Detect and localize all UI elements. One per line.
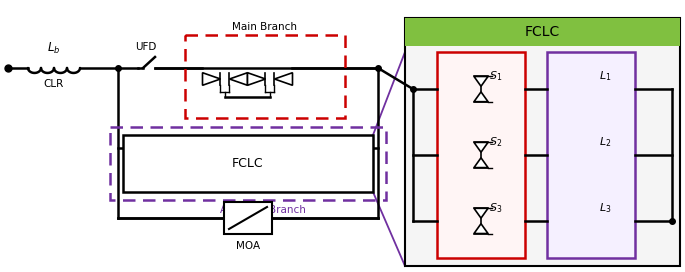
Polygon shape [229, 73, 247, 85]
Polygon shape [474, 158, 488, 168]
FancyBboxPatch shape [123, 135, 373, 192]
Text: Main Branch: Main Branch [232, 22, 297, 32]
FancyBboxPatch shape [224, 202, 272, 234]
Text: $L_1$: $L_1$ [599, 69, 612, 83]
Text: MOA: MOA [236, 241, 260, 251]
Text: $S_3$: $S_3$ [489, 201, 502, 215]
FancyBboxPatch shape [405, 18, 680, 46]
Polygon shape [474, 92, 488, 102]
Text: FCLC: FCLC [232, 157, 264, 170]
Text: $L_2$: $L_2$ [599, 135, 611, 149]
Polygon shape [474, 143, 488, 152]
Text: $S_1$: $S_1$ [489, 69, 502, 83]
FancyBboxPatch shape [405, 18, 680, 266]
Polygon shape [203, 73, 221, 85]
FancyBboxPatch shape [547, 52, 635, 258]
Polygon shape [474, 208, 488, 218]
Text: CLR: CLR [44, 79, 64, 89]
Text: Auxiliary Branch: Auxiliary Branch [220, 205, 306, 215]
Text: FCLC: FCLC [525, 25, 560, 39]
Polygon shape [474, 76, 488, 86]
Text: $L_b$: $L_b$ [47, 41, 61, 56]
Polygon shape [275, 73, 292, 85]
Text: UFD: UFD [136, 42, 157, 52]
Text: $S_2$: $S_2$ [489, 135, 502, 149]
FancyBboxPatch shape [437, 52, 525, 258]
Polygon shape [247, 73, 266, 85]
Polygon shape [474, 224, 488, 234]
Text: $L_3$: $L_3$ [599, 201, 612, 215]
